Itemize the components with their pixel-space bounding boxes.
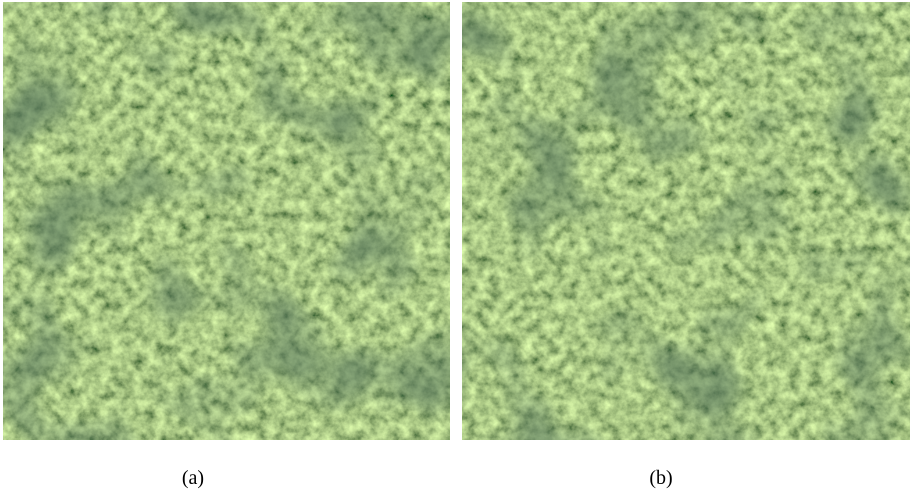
caption: (b) bbox=[649, 467, 672, 489]
canopy-shadow bbox=[3, 2, 450, 440]
panel-b bbox=[462, 2, 910, 440]
caption: (a) bbox=[182, 467, 204, 489]
panel-a bbox=[3, 2, 450, 440]
detection-overlay bbox=[462, 2, 910, 440]
figure: (a) (b) bbox=[0, 0, 910, 493]
page: (a) (b) (() => { const data = JSON.parse… bbox=[0, 0, 910, 493]
